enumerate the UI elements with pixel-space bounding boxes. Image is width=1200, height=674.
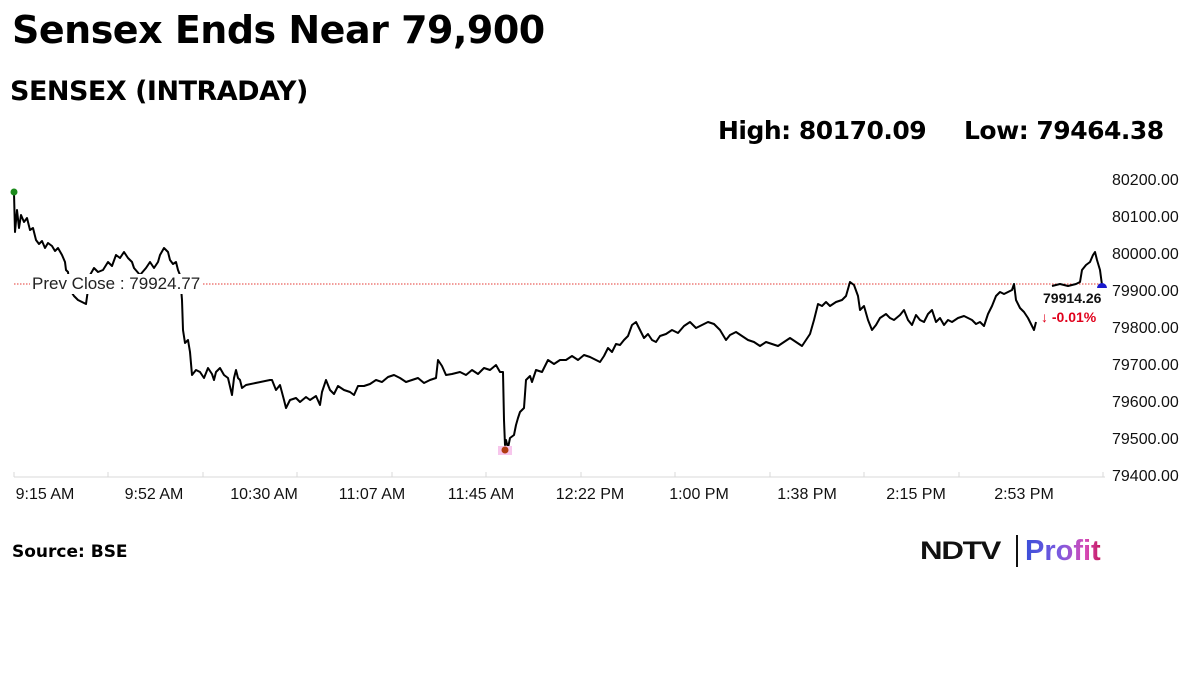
- y-tick-label: 80200.00: [1112, 172, 1179, 189]
- low-marker: [501, 446, 509, 454]
- x-tick-label: 1:38 PM: [777, 486, 837, 503]
- x-tick-label: 2:53 PM: [994, 486, 1054, 503]
- y-tick-label: 79500.00: [1112, 431, 1179, 448]
- y-tick-label: 80100.00: [1112, 209, 1179, 226]
- source-label: Source: BSE: [12, 542, 128, 562]
- x-axis-ticks: [13, 472, 1104, 477]
- ndtv-profit-logo: NDTV Profit: [920, 533, 1101, 569]
- x-tick-label: 9:52 AM: [124, 486, 184, 503]
- close-marker: [1097, 283, 1107, 288]
- logo-profit-text: Profit: [1025, 534, 1101, 567]
- logo-ndtv-text: NDTV: [920, 536, 1001, 565]
- chart-subtitle: SENSEX (INTRADAY): [10, 76, 308, 107]
- y-tick-label: 79800.00: [1112, 320, 1179, 337]
- x-tick-label: 1:00 PM: [669, 486, 729, 503]
- page-title: Sensex Ends Near 79,900: [12, 8, 545, 52]
- logo-separator: [1016, 535, 1018, 567]
- y-tick-label: 79400.00: [1112, 468, 1179, 485]
- y-tick-label: 79900.00: [1112, 283, 1179, 300]
- x-tick-label: 10:30 AM: [230, 486, 298, 503]
- x-tick-label: 12:22 PM: [555, 486, 625, 503]
- y-tick-label: 79600.00: [1112, 394, 1179, 411]
- high-value: High: 80170.09: [718, 116, 927, 145]
- price-line-close: [1051, 251, 1103, 287]
- x-tick-label: 11:07 AM: [338, 486, 406, 503]
- prev-close-label: Prev Close : 79924.77: [30, 274, 203, 294]
- open-marker: [10, 188, 18, 196]
- x-tick-label: 11:45 AM: [447, 486, 515, 503]
- y-tick-label: 79700.00: [1112, 357, 1179, 374]
- y-tick-label: 80000.00: [1112, 246, 1179, 263]
- change-percent-label: ↓ -0.01%: [1041, 309, 1097, 325]
- x-tick-label: 2:15 PM: [886, 486, 946, 503]
- last-value-label: 79914.26: [1043, 290, 1102, 306]
- low-value: Low: 79464.38: [964, 116, 1164, 145]
- price-line: [13, 192, 1037, 449]
- x-tick-label: 9:15 AM: [15, 486, 75, 503]
